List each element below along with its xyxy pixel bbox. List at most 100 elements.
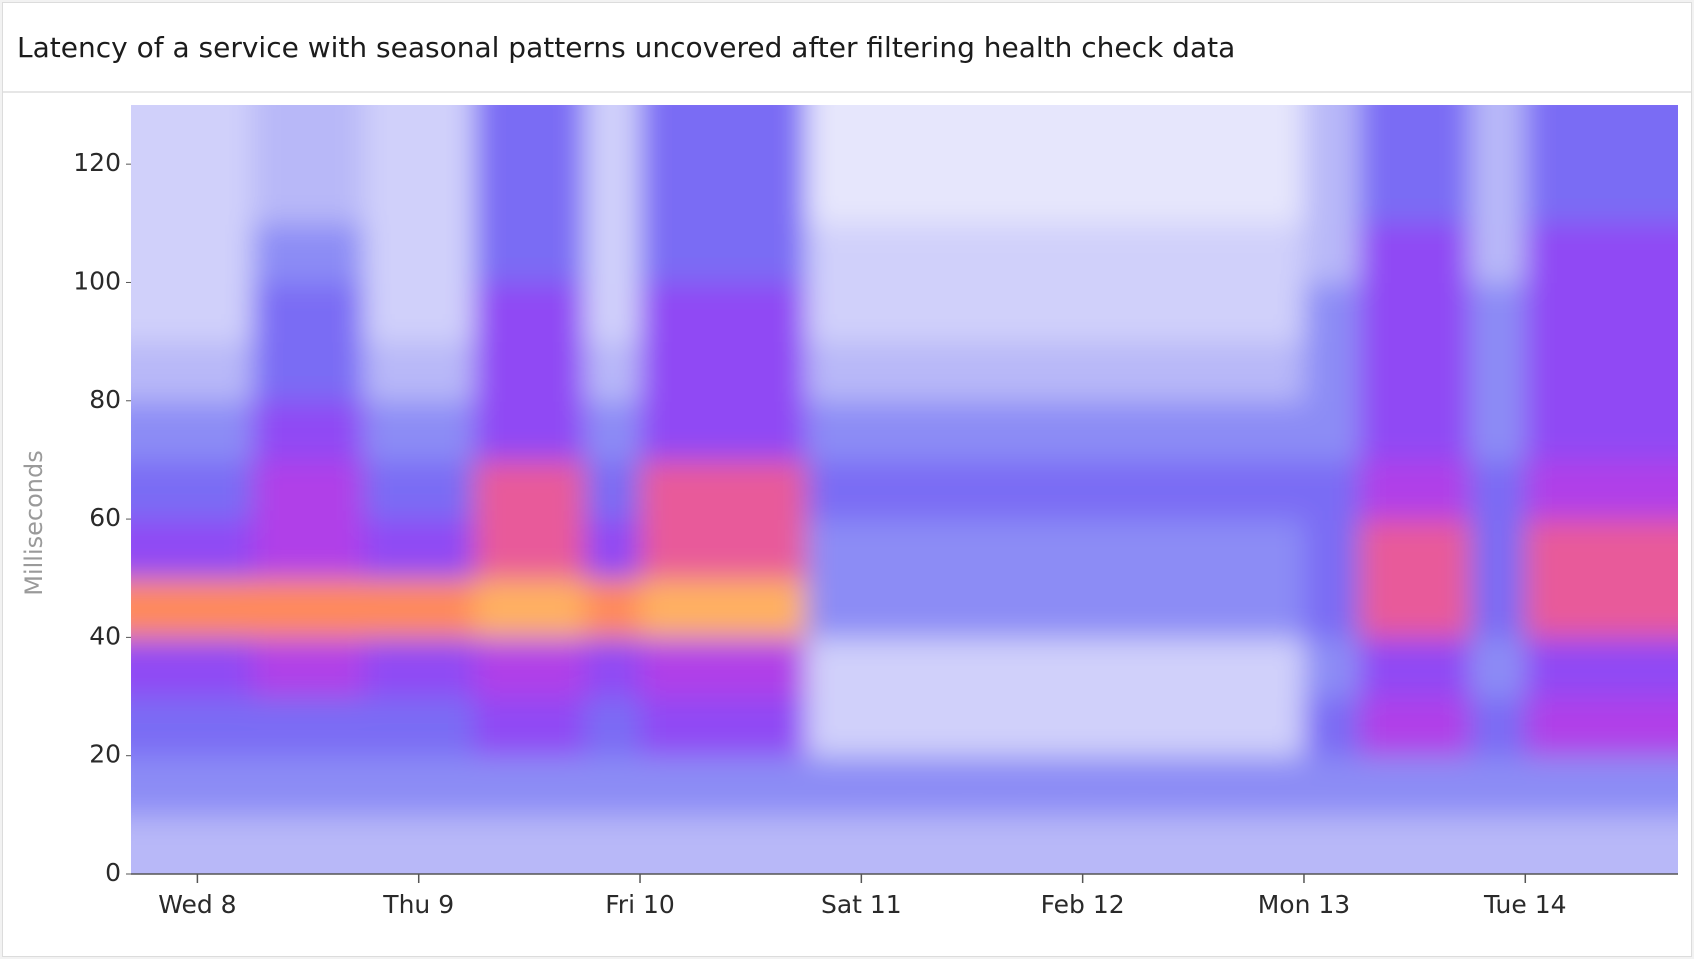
- heatmap-cell: [1414, 578, 1471, 639]
- heatmap-cell: [750, 282, 808, 343]
- heatmap-cell: [1469, 578, 1527, 639]
- heatmap-cell: [308, 578, 365, 639]
- heatmap-cell: [695, 814, 752, 874]
- heatmap-cell: [916, 637, 974, 698]
- heatmap-cell: [1137, 282, 1195, 343]
- heatmap-cell: [1193, 755, 1250, 816]
- heatmap-cell: [1525, 105, 1582, 166]
- heatmap-cell: [1469, 696, 1527, 757]
- heatmap-cell: [1027, 341, 1084, 402]
- heatmap-cell: [474, 519, 531, 580]
- heatmap-cell: [131, 696, 199, 757]
- heatmap-cell: [1082, 341, 1139, 402]
- heatmap-cell: [1525, 519, 1582, 580]
- heatmap-cell: [1082, 814, 1139, 874]
- heatmap-cell: [474, 400, 531, 461]
- heatmap-cell: [584, 223, 642, 284]
- heatmap-cell: [750, 696, 808, 757]
- heatmap-cell: [640, 755, 697, 816]
- heatmap-cell: [474, 578, 531, 639]
- y-tick-label: 100: [73, 266, 121, 295]
- heatmap-cell: [584, 814, 642, 874]
- heatmap-cell: [916, 696, 974, 757]
- y-tick-label: 80: [89, 385, 121, 414]
- heatmap-cell: [1193, 223, 1250, 284]
- heatmap-cell: [474, 459, 531, 521]
- heatmap-cell: [308, 105, 365, 166]
- heatmap-cell: [529, 400, 586, 461]
- heatmap-cell: [363, 459, 420, 521]
- heatmap-cell: [1580, 223, 1637, 284]
- heatmap-cell: [861, 282, 918, 343]
- heatmap-cell: [1580, 637, 1637, 698]
- heatmap-cell: [418, 282, 476, 343]
- heatmap-cell: [308, 282, 365, 343]
- heatmap-cell: [750, 637, 808, 698]
- heatmap-cell: [1580, 519, 1637, 580]
- x-tick-label: Wed 8: [158, 890, 236, 919]
- heatmap-cell: [1193, 341, 1250, 402]
- heatmap-cell: [861, 578, 918, 639]
- heatmap-cell: [1248, 696, 1305, 757]
- heatmap-cell: [1027, 223, 1084, 284]
- heatmap-cell: [1414, 696, 1471, 757]
- heatmap-cell: [695, 519, 752, 580]
- heatmap-cell: [1359, 164, 1416, 225]
- heatmap-cell: [252, 164, 310, 225]
- heatmap-cell: [750, 755, 808, 816]
- heatmap-cell: [474, 282, 531, 343]
- heatmap-cell: [197, 755, 254, 816]
- x-tick-label: Fri 10: [605, 890, 675, 919]
- chart-title: Latency of a service with seasonal patte…: [17, 31, 1236, 64]
- heatmap-cell: [1303, 814, 1361, 874]
- y-axis-label: Milliseconds: [20, 450, 48, 595]
- heatmap-cell: [584, 755, 642, 816]
- heatmap-cell: [584, 459, 642, 521]
- heatmap-cell: [1248, 105, 1305, 166]
- heatmap-cell: [252, 637, 310, 698]
- heatmap-cell: [861, 755, 918, 816]
- heatmap-cell: [1580, 578, 1637, 639]
- heatmap-cell: [1082, 755, 1139, 816]
- heatmap-cell: [131, 400, 199, 461]
- heatmap-cell: [1082, 696, 1139, 757]
- heatmap-cell: [1248, 755, 1305, 816]
- heatmap-cell: [1137, 341, 1195, 402]
- heatmap-cell: [695, 164, 752, 225]
- heatmap-cell: [1359, 814, 1416, 874]
- heatmap-cell: [197, 164, 254, 225]
- heatmap-cell: [252, 459, 310, 521]
- heatmap-cell: [1137, 696, 1195, 757]
- heatmap-cell: [1303, 105, 1361, 166]
- heatmap-cell: [972, 164, 1029, 225]
- heatmap-cell: [806, 341, 863, 402]
- header: Latency of a service with seasonal patte…: [3, 3, 1691, 93]
- heatmap-cell: [1027, 400, 1084, 461]
- heatmap-cell: [1359, 696, 1416, 757]
- heatmap-cell: [695, 755, 752, 816]
- heatmap-cell: [1525, 755, 1582, 816]
- heatmap-cell: [972, 282, 1029, 343]
- heatmap-cell: [806, 755, 863, 816]
- heatmap-cell: [197, 814, 254, 874]
- heatmap-cell: [1193, 282, 1250, 343]
- heatmap-cell: [1469, 755, 1527, 816]
- y-tick-label: 60: [89, 503, 121, 532]
- heatmap-cell: [1635, 341, 1678, 402]
- heatmap-cell: [972, 637, 1029, 698]
- heatmap-cell: [916, 223, 974, 284]
- heatmap-cell: [474, 164, 531, 225]
- heatmap-cell: [1248, 519, 1305, 580]
- heatmap-cell: [1525, 696, 1582, 757]
- heatmap-cell: [1082, 519, 1139, 580]
- heatmap-cell: [584, 400, 642, 461]
- heatmap-cell: [529, 755, 586, 816]
- heatmap-cell: [1027, 637, 1084, 698]
- heatmap-cell: [1580, 459, 1637, 521]
- heatmap-cell: [1525, 814, 1582, 874]
- heatmap-cell: [418, 578, 476, 639]
- heatmap-cell: [695, 400, 752, 461]
- heatmap-cell: [1414, 223, 1471, 284]
- heatmap-cell: [972, 459, 1029, 521]
- heatmap-cell: [861, 696, 918, 757]
